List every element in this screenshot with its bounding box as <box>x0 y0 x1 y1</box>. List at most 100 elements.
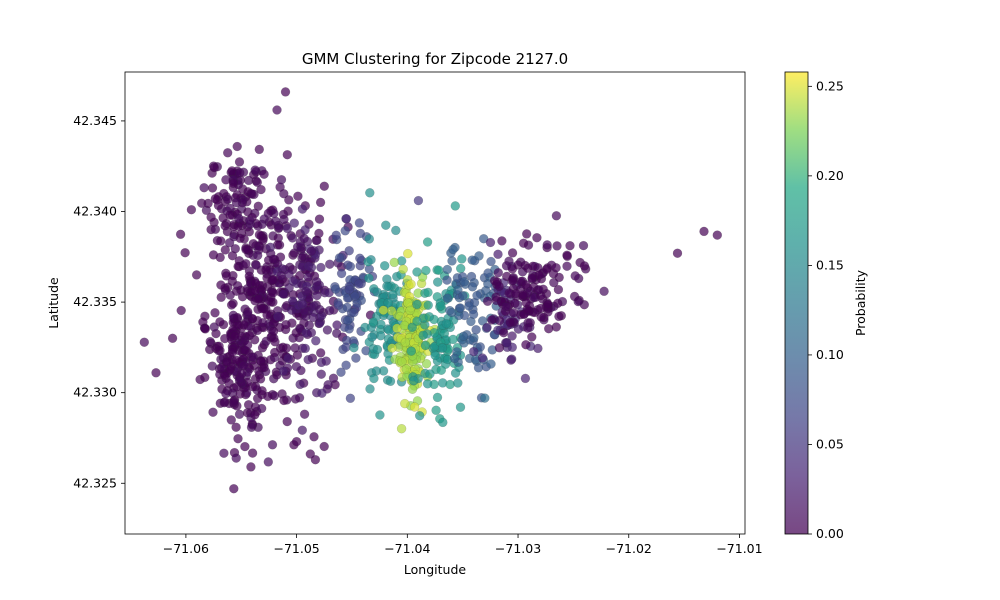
scatter-point <box>317 388 327 398</box>
colorbar-tick-label: 0.25 <box>816 78 844 93</box>
scatter-point <box>518 238 529 248</box>
scatter-point <box>521 229 532 239</box>
scatter-point <box>278 209 289 220</box>
scatter-point <box>551 263 561 273</box>
scatter-point <box>464 301 474 311</box>
scatter-point <box>219 448 229 458</box>
scatter-point <box>409 402 420 412</box>
scatter-point-outlier <box>455 402 466 412</box>
scatter-point <box>501 271 512 282</box>
scatter-point <box>221 388 231 399</box>
scatter-point <box>272 105 282 115</box>
scatter-point <box>267 440 278 450</box>
scatter-point <box>275 252 286 262</box>
scatter-point <box>441 318 452 329</box>
scatter-point <box>315 197 326 208</box>
scatter-point-outlier <box>151 368 161 378</box>
scatter-point <box>334 253 345 263</box>
scatter-point <box>420 340 431 351</box>
scatter-point <box>270 337 280 347</box>
scatter-point <box>486 256 496 267</box>
scatter-point <box>319 181 330 191</box>
scatter-point <box>281 319 291 330</box>
scatter-point <box>244 215 255 226</box>
colorbar-tick-label: 0.20 <box>816 168 844 183</box>
scatter-point <box>221 175 231 185</box>
scatter-point <box>229 331 240 341</box>
scatter-point <box>232 312 243 323</box>
scatter-point <box>279 395 289 406</box>
scatter-point <box>314 214 325 224</box>
scatter-point <box>290 394 301 404</box>
scatter-point <box>269 347 280 358</box>
scatter-point <box>449 353 460 364</box>
scatter-point <box>297 204 308 214</box>
scatter-point <box>268 288 278 298</box>
scatter-point <box>457 254 467 264</box>
scatter-point <box>398 264 408 274</box>
scatter-point <box>306 327 317 338</box>
scatter-point <box>303 354 313 365</box>
scatter-point <box>552 241 562 251</box>
scatter-point <box>468 346 479 357</box>
scatter-points <box>139 87 723 494</box>
scatter-point <box>311 336 321 346</box>
scatter-point <box>282 416 292 427</box>
scatter-point <box>319 441 329 452</box>
scatter-point <box>219 397 229 408</box>
scatter-point <box>281 343 292 353</box>
scatter-point <box>209 162 220 173</box>
scatter-point <box>287 296 298 306</box>
scatter-point <box>459 276 470 287</box>
scatter-point <box>200 324 211 334</box>
x-tick-label: −71.04 <box>384 541 430 556</box>
scatter-point <box>234 409 245 420</box>
scatter-point <box>543 323 554 334</box>
x-tick-label: −71.01 <box>716 541 762 556</box>
scatter-point <box>485 237 496 248</box>
scatter-point <box>312 290 322 301</box>
scatter-point <box>345 261 356 272</box>
scatter-point <box>365 384 375 394</box>
scatter-point <box>244 271 255 281</box>
scatter-point <box>434 265 444 275</box>
scatter-point <box>254 144 265 155</box>
plot-frame <box>124 71 746 535</box>
scatter-point <box>436 301 446 311</box>
scatter-point <box>331 230 341 241</box>
scatter-point <box>207 361 218 371</box>
scatter-point <box>455 263 466 274</box>
scatter-point <box>224 238 235 248</box>
scatter-point <box>199 182 209 193</box>
scatter-point <box>424 311 435 322</box>
scatter-point <box>308 312 318 323</box>
scatter-point <box>562 261 572 271</box>
scatter-point <box>467 255 477 265</box>
scatter-point <box>278 366 289 376</box>
scatter-point <box>349 307 359 318</box>
scatter-point <box>388 289 398 300</box>
scatter-point <box>220 370 230 381</box>
scatter-point <box>251 260 261 270</box>
scatter-point <box>300 225 310 235</box>
scatter-point <box>482 322 492 333</box>
scatter-point <box>378 305 389 315</box>
y-axis-ticks: 42.325 42.330 42.335 42.340 42.345 <box>73 113 125 490</box>
scatter-point <box>340 226 350 236</box>
scatter-point <box>240 441 250 452</box>
scatter-point <box>493 267 504 278</box>
scatter-point <box>216 280 226 290</box>
scatter-point <box>507 264 518 274</box>
scatter-point <box>541 264 552 275</box>
plot-area: −71.06 −71.05 −71.04 −71.03 −71.02 −71.01 42.… <box>73 71 763 556</box>
scatter-point <box>445 379 455 390</box>
scatter-point <box>475 342 486 352</box>
scatter-point <box>196 198 207 208</box>
scatter-point <box>422 237 433 247</box>
scatter-point <box>412 267 422 277</box>
scatter-point <box>301 286 311 296</box>
scatter-point <box>321 356 331 366</box>
scatter-point <box>232 280 243 291</box>
scatter-point <box>225 364 236 375</box>
scatter-point <box>314 228 324 239</box>
